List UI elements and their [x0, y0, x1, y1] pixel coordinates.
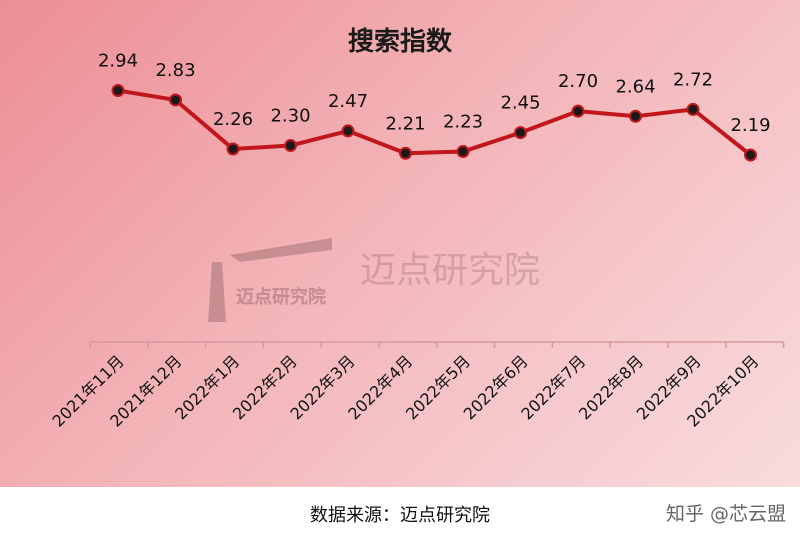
data-label: 2.83 [155, 60, 195, 81]
watermark-small-text: 迈点研究院 [236, 286, 326, 308]
data-label: 2.30 [270, 106, 310, 127]
data-point [629, 109, 642, 123]
data-point [456, 145, 470, 159]
data-label: 2.64 [615, 76, 655, 97]
data-label: 2.45 [500, 93, 540, 114]
data-label: 2.23 [443, 112, 483, 133]
data-point [399, 146, 412, 160]
credit-text: 知乎 @芯云盟 [665, 503, 786, 525]
series-line [117, 88, 752, 157]
watermark-logo: 迈点研究院 迈点研究院 [208, 238, 540, 322]
data-point [169, 93, 182, 107]
footer: 数据来源：迈点研究院 知乎 @芯云盟 [0, 487, 800, 543]
x-axis [89, 341, 785, 348]
data-point [284, 139, 297, 153]
line-chart: 迈点研究院 迈点研究院 搜索指数 2.94 2.83 2.26 2.30 2.47 2.2… [49, 27, 785, 431]
data-label: 2.94 [98, 51, 138, 72]
data-label: 2.72 [673, 69, 713, 90]
data-point [686, 102, 700, 116]
data-point [341, 124, 355, 138]
chart-panel: 迈点研究院 迈点研究院 搜索指数 2.94 2.83 2.26 2.30 2.47 2.2… [0, 0, 800, 487]
data-label-layer: 2.94 2.83 2.26 2.30 2.47 2.21 2.23 2.45 2.70 2.64… [98, 51, 771, 137]
x-tick-layer: 2021年11月2021年12月2022年1月2022年2月2022年3月202… [49, 351, 763, 430]
data-label: 2.26 [213, 109, 253, 130]
source-note: 数据来源：迈点研究院 [310, 505, 490, 526]
data-point-layer [111, 84, 757, 162]
data-point [744, 148, 757, 162]
data-point [571, 104, 585, 118]
data-label: 2.47 [328, 91, 368, 112]
data-label: 2.70 [558, 71, 598, 92]
chart-title: 搜索指数 [348, 27, 453, 57]
data-point [514, 126, 527, 140]
data-point [226, 142, 240, 156]
series-line-layer [117, 88, 752, 157]
data-label: 2.19 [730, 115, 770, 136]
data-label: 2.21 [385, 113, 425, 134]
data-point [111, 84, 125, 97]
watermark-text: 迈点研究院 [360, 250, 540, 291]
